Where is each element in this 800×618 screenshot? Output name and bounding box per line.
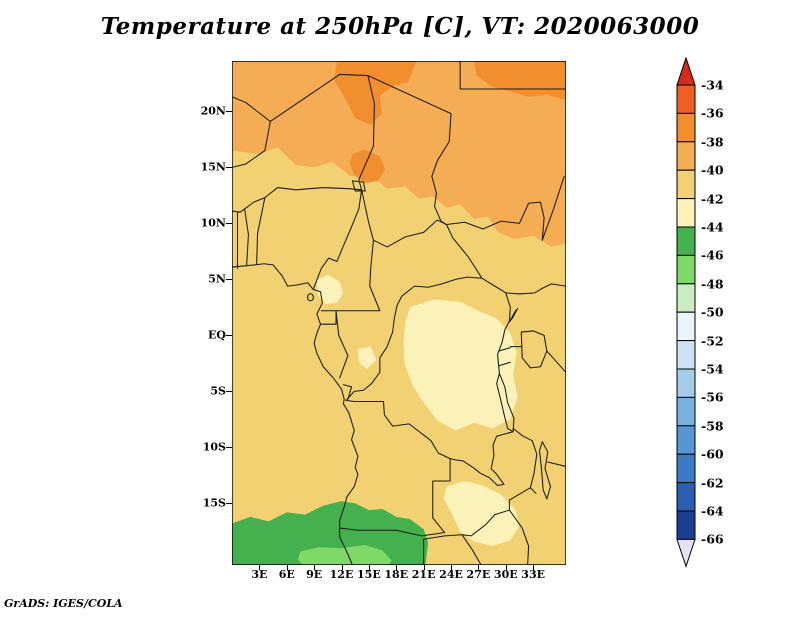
colorbar-below-min-arrow bbox=[676, 538, 696, 568]
axis-tick bbox=[423, 565, 425, 570]
lon-tick-label: 27E bbox=[466, 568, 491, 581]
lon-tick-label: 15E bbox=[357, 568, 381, 581]
shading-band-m44-m42-central bbox=[403, 299, 518, 431]
colorbar-tick-label: -58 bbox=[701, 418, 724, 434]
colorbar-tick-label: -46 bbox=[701, 247, 724, 263]
lon-tick-label: 24E bbox=[439, 568, 463, 581]
temperature-shading bbox=[232, 61, 566, 565]
colorbar-tick-label: -52 bbox=[701, 333, 724, 349]
colorbar-above-max-arrow bbox=[676, 56, 696, 86]
colorbar-segment bbox=[676, 283, 696, 313]
lon-tick-label: 30E bbox=[493, 568, 518, 581]
lat-tick-label: 15N bbox=[200, 160, 226, 174]
lon-tick-label: 3E bbox=[251, 568, 268, 581]
grads-credit: GrADS: IGES/COLA bbox=[4, 597, 123, 610]
axis-tick bbox=[533, 565, 535, 570]
axis-tick bbox=[368, 565, 370, 570]
axis-tick bbox=[396, 565, 398, 570]
colorbar-segment bbox=[676, 141, 696, 171]
colorbar-tick-label: -44 bbox=[701, 219, 724, 235]
country-borders bbox=[232, 61, 566, 565]
colorbar-segment bbox=[676, 311, 696, 342]
colorbar-segment bbox=[676, 198, 696, 228]
colorbar-tick-label: -64 bbox=[701, 503, 724, 519]
axis-tick bbox=[259, 565, 261, 570]
lon-tick-label: 12E bbox=[329, 568, 354, 581]
colorbar-segment bbox=[676, 396, 696, 427]
lat-tick-label: 10N bbox=[200, 216, 226, 230]
colorbar-tick-label: -40 bbox=[701, 162, 724, 178]
lat-tick-label: 20N bbox=[200, 104, 226, 118]
colorbar-tick-label: -54 bbox=[701, 361, 724, 377]
axis-tick bbox=[286, 565, 288, 570]
shading-band-m44-m42-southeast bbox=[443, 481, 520, 546]
lat-tick-label: EQ bbox=[208, 328, 226, 342]
colorbar-segment bbox=[676, 368, 696, 398]
shading-band-m44-m42-guinea-coast bbox=[316, 274, 344, 305]
colorbar-tick-label: -50 bbox=[701, 304, 724, 320]
colorbar-tick-label: -38 bbox=[701, 134, 724, 150]
coastline bbox=[232, 264, 358, 565]
colorbar-segment bbox=[676, 254, 696, 285]
colorbar-segment bbox=[676, 482, 696, 512]
colorbar-tick-label: -56 bbox=[701, 389, 724, 405]
colorbar-tick-label: -66 bbox=[701, 531, 724, 547]
shading-band-m40-m38 bbox=[232, 61, 566, 247]
colorbar-segment bbox=[676, 340, 696, 370]
lon-tick-label: 21E bbox=[411, 568, 436, 581]
borders-congo-car-sudan bbox=[346, 176, 566, 400]
colorbar-tick-label: -60 bbox=[701, 446, 724, 462]
borders-cameroon-chad bbox=[313, 181, 446, 378]
colorbar-tick-label: -62 bbox=[701, 475, 724, 491]
colorbar-segment bbox=[676, 425, 696, 455]
lon-tick-label: 33E bbox=[521, 568, 545, 581]
lat-tick-label: 15S bbox=[202, 496, 226, 510]
shading-band-m48-m46-far-south bbox=[297, 544, 392, 565]
shading-band-m38-m36-northeast bbox=[473, 61, 566, 101]
plot-title: Temperature at 250hPa [C], VT: 202006300… bbox=[100, 13, 700, 40]
shading-band-m38-m36-north bbox=[334, 61, 417, 125]
colorbar-segment bbox=[676, 226, 696, 256]
colorbar-tick-label: -36 bbox=[701, 105, 724, 121]
shading-band-m46-m44-south bbox=[232, 501, 429, 565]
colorbar-segment bbox=[676, 84, 696, 114]
shading-band-m44-m42-congo bbox=[357, 346, 377, 369]
lat-tick-label: 5N bbox=[208, 272, 226, 286]
colorbar bbox=[676, 56, 696, 568]
colorbar-tick-label: -42 bbox=[701, 191, 724, 207]
shading-band-m38-m36-sahel bbox=[349, 149, 386, 184]
lon-tick-label: 6E bbox=[278, 568, 295, 581]
colorbar-segment bbox=[676, 453, 696, 484]
lat-tick-label: 5S bbox=[210, 384, 226, 398]
lon-tick-label: 18E bbox=[384, 568, 409, 581]
colorbar-segment bbox=[676, 112, 696, 143]
axis-tick bbox=[478, 565, 480, 570]
borders-southern-africa bbox=[340, 385, 529, 565]
axis-tick bbox=[314, 565, 316, 570]
temperature-map bbox=[232, 61, 566, 565]
borders-north-africa bbox=[232, 61, 566, 268]
axis-tick bbox=[505, 565, 507, 570]
colorbar-tick-label: -48 bbox=[701, 276, 724, 292]
bioko-island bbox=[308, 294, 314, 301]
axis-tick bbox=[341, 565, 343, 570]
colorbar-tick-label: -34 bbox=[701, 77, 724, 93]
lon-tick-label: 9E bbox=[306, 568, 323, 581]
colorbar-segment bbox=[676, 169, 696, 200]
lat-tick-label: 10S bbox=[202, 440, 226, 454]
lakes-and-east-africa bbox=[497, 309, 566, 511]
colorbar-segment bbox=[676, 510, 696, 540]
axis-tick bbox=[451, 565, 453, 570]
